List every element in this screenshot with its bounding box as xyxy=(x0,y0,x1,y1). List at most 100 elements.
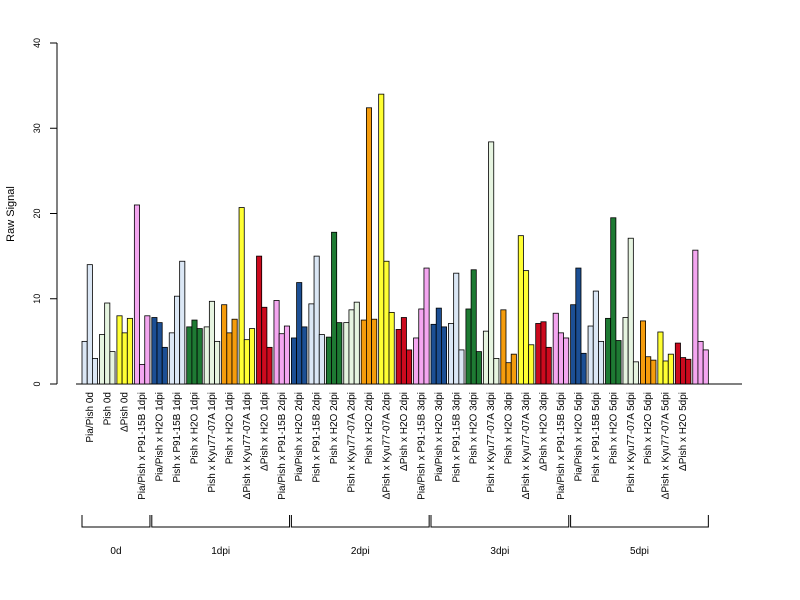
bar xyxy=(331,231,338,385)
bar xyxy=(570,304,577,385)
bar xyxy=(692,249,699,385)
bar xyxy=(196,328,203,385)
x-tick-label: ΔPish x H2O 1dpi xyxy=(259,392,270,471)
bar xyxy=(697,340,704,385)
bar xyxy=(318,334,325,385)
bar xyxy=(121,332,128,385)
bar xyxy=(156,322,163,385)
x-tick-label: Pish x H2O 3dpi xyxy=(504,392,515,464)
bar xyxy=(488,141,495,385)
bar xyxy=(540,321,547,385)
bar xyxy=(186,326,193,385)
bar xyxy=(610,217,617,385)
bar xyxy=(203,326,210,385)
bar xyxy=(273,300,280,385)
bar xyxy=(214,340,221,385)
bar xyxy=(465,308,472,385)
x-tick-label: Pish x Kyu77-07A 2dpi xyxy=(347,392,358,493)
bar xyxy=(510,353,517,385)
x-tick-label: Pish x P91-15B 5dpi xyxy=(591,392,602,483)
bar xyxy=(517,235,524,385)
bar xyxy=(645,356,652,385)
bar xyxy=(104,302,111,385)
x-tick-label: Pish x H2O 2dpi xyxy=(364,392,375,464)
x-tick-labels: Pia/Pish 0d Pish 0d ΔPish 0d Pia/Pish x P91… xyxy=(85,392,689,500)
x-tick-label: Pish x P91-15B 1dpi xyxy=(172,392,183,483)
group-bracket xyxy=(570,515,709,528)
bar xyxy=(360,319,367,385)
x-tick-label: ΔPish x Kyu77-07A 5dpi xyxy=(661,392,672,499)
y-tick-label: 10 xyxy=(32,294,42,304)
bar xyxy=(283,325,290,385)
group-label: 2dpi xyxy=(351,546,370,557)
bar xyxy=(667,353,674,385)
bar xyxy=(191,319,198,385)
x-tick-label: Pia/Pish x P91-15B 5dpi xyxy=(556,392,567,500)
x-tick-label: Pish x H2O 1dpi xyxy=(224,392,235,464)
bar xyxy=(453,272,460,385)
bar xyxy=(552,312,559,385)
bar xyxy=(301,326,308,385)
group-label: 5dpi xyxy=(630,546,649,557)
x-tick-label: Pia/Pish 0d xyxy=(85,392,96,443)
group-brackets: 0d 1dpi 2dpi 3dpi 5dpi xyxy=(81,515,709,557)
x-tick-label: Pish x Kyu77-07A 3dpi xyxy=(486,392,497,493)
bar xyxy=(592,290,599,385)
y-tick-label: 40 xyxy=(32,38,42,48)
bar xyxy=(353,301,360,385)
bar xyxy=(179,260,186,385)
bar xyxy=(151,317,158,385)
bar xyxy=(680,357,687,385)
bar xyxy=(406,349,413,385)
bar xyxy=(92,358,99,385)
bar xyxy=(575,267,582,385)
bar xyxy=(174,295,181,385)
x-tick-label: Pia/Pish x H2O 3dpi xyxy=(434,392,445,482)
bar xyxy=(423,267,430,385)
x-tick-label: Pia/Pish x P91-15B 1dpi xyxy=(137,392,148,500)
bar xyxy=(348,309,355,385)
bar xyxy=(243,339,250,385)
bar xyxy=(430,323,437,385)
bar xyxy=(116,315,123,385)
bar xyxy=(249,328,256,385)
group-bracket xyxy=(81,515,151,528)
x-tick-label: Pish x H2O 1dpi xyxy=(190,392,201,464)
x-tick-label: Pia/Pish x H2O 5dpi xyxy=(573,392,584,482)
bar xyxy=(650,359,657,385)
bar xyxy=(557,332,564,385)
bar xyxy=(418,308,425,385)
y-tick-label: 20 xyxy=(32,208,42,218)
bar xyxy=(535,323,542,385)
bar xyxy=(493,358,500,385)
bar xyxy=(632,361,639,385)
bar xyxy=(371,318,378,385)
group-label: 3dpi xyxy=(490,546,509,557)
bar xyxy=(622,317,629,385)
bar xyxy=(238,207,245,385)
bar xyxy=(685,358,692,385)
x-tick-label: ΔPish x H2O 3dpi xyxy=(539,392,550,471)
x-tick-label: Pia/Pish x H2O 2dpi xyxy=(294,392,305,482)
bar xyxy=(378,93,385,385)
bar xyxy=(500,309,507,385)
bar xyxy=(109,351,116,385)
bar xyxy=(702,349,709,385)
x-tick-label: Pia/Pish x P91-15B 2dpi xyxy=(277,392,288,500)
bar xyxy=(482,330,489,385)
x-tick-label: ΔPish x H2O 5dpi xyxy=(678,392,689,471)
bar xyxy=(395,329,402,385)
bar xyxy=(313,255,320,385)
group-label: 1dpi xyxy=(211,546,230,557)
bar xyxy=(133,204,140,385)
x-tick-label: Pia/Pish x P91-15B 3dpi xyxy=(416,392,427,500)
bar xyxy=(290,337,297,385)
bar xyxy=(662,360,669,385)
bar xyxy=(221,304,228,385)
group-bracket xyxy=(430,515,570,528)
bar xyxy=(413,337,420,385)
bar xyxy=(388,311,395,385)
bar xyxy=(440,326,447,385)
bar xyxy=(383,260,390,385)
